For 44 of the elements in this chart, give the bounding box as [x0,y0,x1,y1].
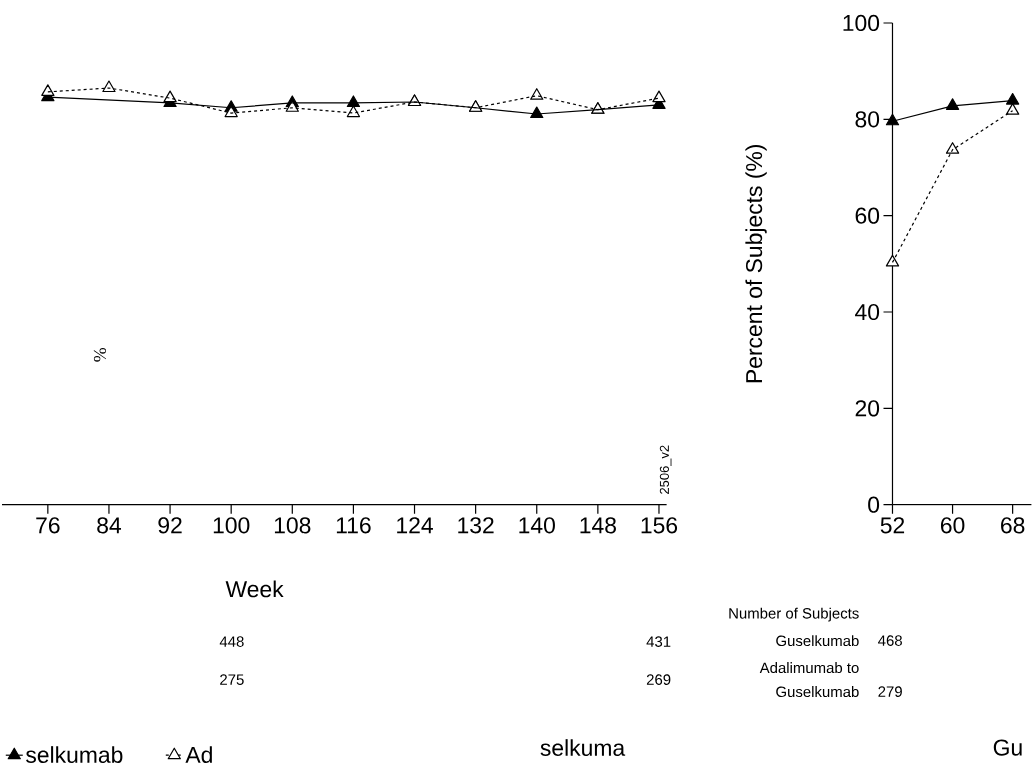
y-tick-label: 80 [855,111,880,128]
x-tick-label: 76 [36,517,60,534]
point [652,90,666,103]
text: Adalimumab to [759,662,859,674]
x-tick-label: 116 [336,517,371,534]
x-tick-label: 52 [880,517,905,534]
text: Guselkumab [776,635,859,647]
x-tick-label: 148 [580,517,616,534]
x-tick-label: 100 [213,517,250,534]
y-axis-title: Percent of Subjects (%) [745,145,767,383]
x-tick-label: 92 [158,517,182,534]
x-tick-label: 108 [274,517,311,534]
text: Number of Subjects [729,607,859,622]
x-tick-label: 84 [97,517,122,534]
point [346,105,361,118]
text: 468 [878,635,902,647]
text: 279 [878,686,902,698]
text: 448 [219,636,244,648]
legend-label: Ad [185,746,212,764]
y-tick-label: 60 [855,207,880,224]
y-axis-title: % [93,348,107,362]
y-tick-label: 100 [843,15,880,32]
text: 275 [220,674,244,686]
text: 431 [646,636,671,648]
x-tick-label: 60 [940,517,965,534]
point [102,80,116,93]
y-tick-label: 0 [868,496,880,514]
y-tick-label: 20 [855,400,880,417]
x-axis-title: Week [225,580,284,598]
text: selkuma [540,739,626,757]
text: Guselkumab [776,686,859,698]
annotation: 2506_v2 [659,445,672,495]
text: 269 [646,674,671,686]
x-tick-label: 156 [641,517,678,534]
x-tick-label: 124 [397,517,433,534]
y-tick-label: 40 [855,304,880,321]
point [41,84,55,97]
x-tick-label: 140 [519,517,555,534]
x-tick-label: 68 [1001,517,1025,534]
legend-label: selkumab [26,746,123,764]
point [885,113,900,126]
point [1005,93,1020,105]
x-tick-label: 132 [458,517,494,534]
text: Gu [993,739,1022,756]
